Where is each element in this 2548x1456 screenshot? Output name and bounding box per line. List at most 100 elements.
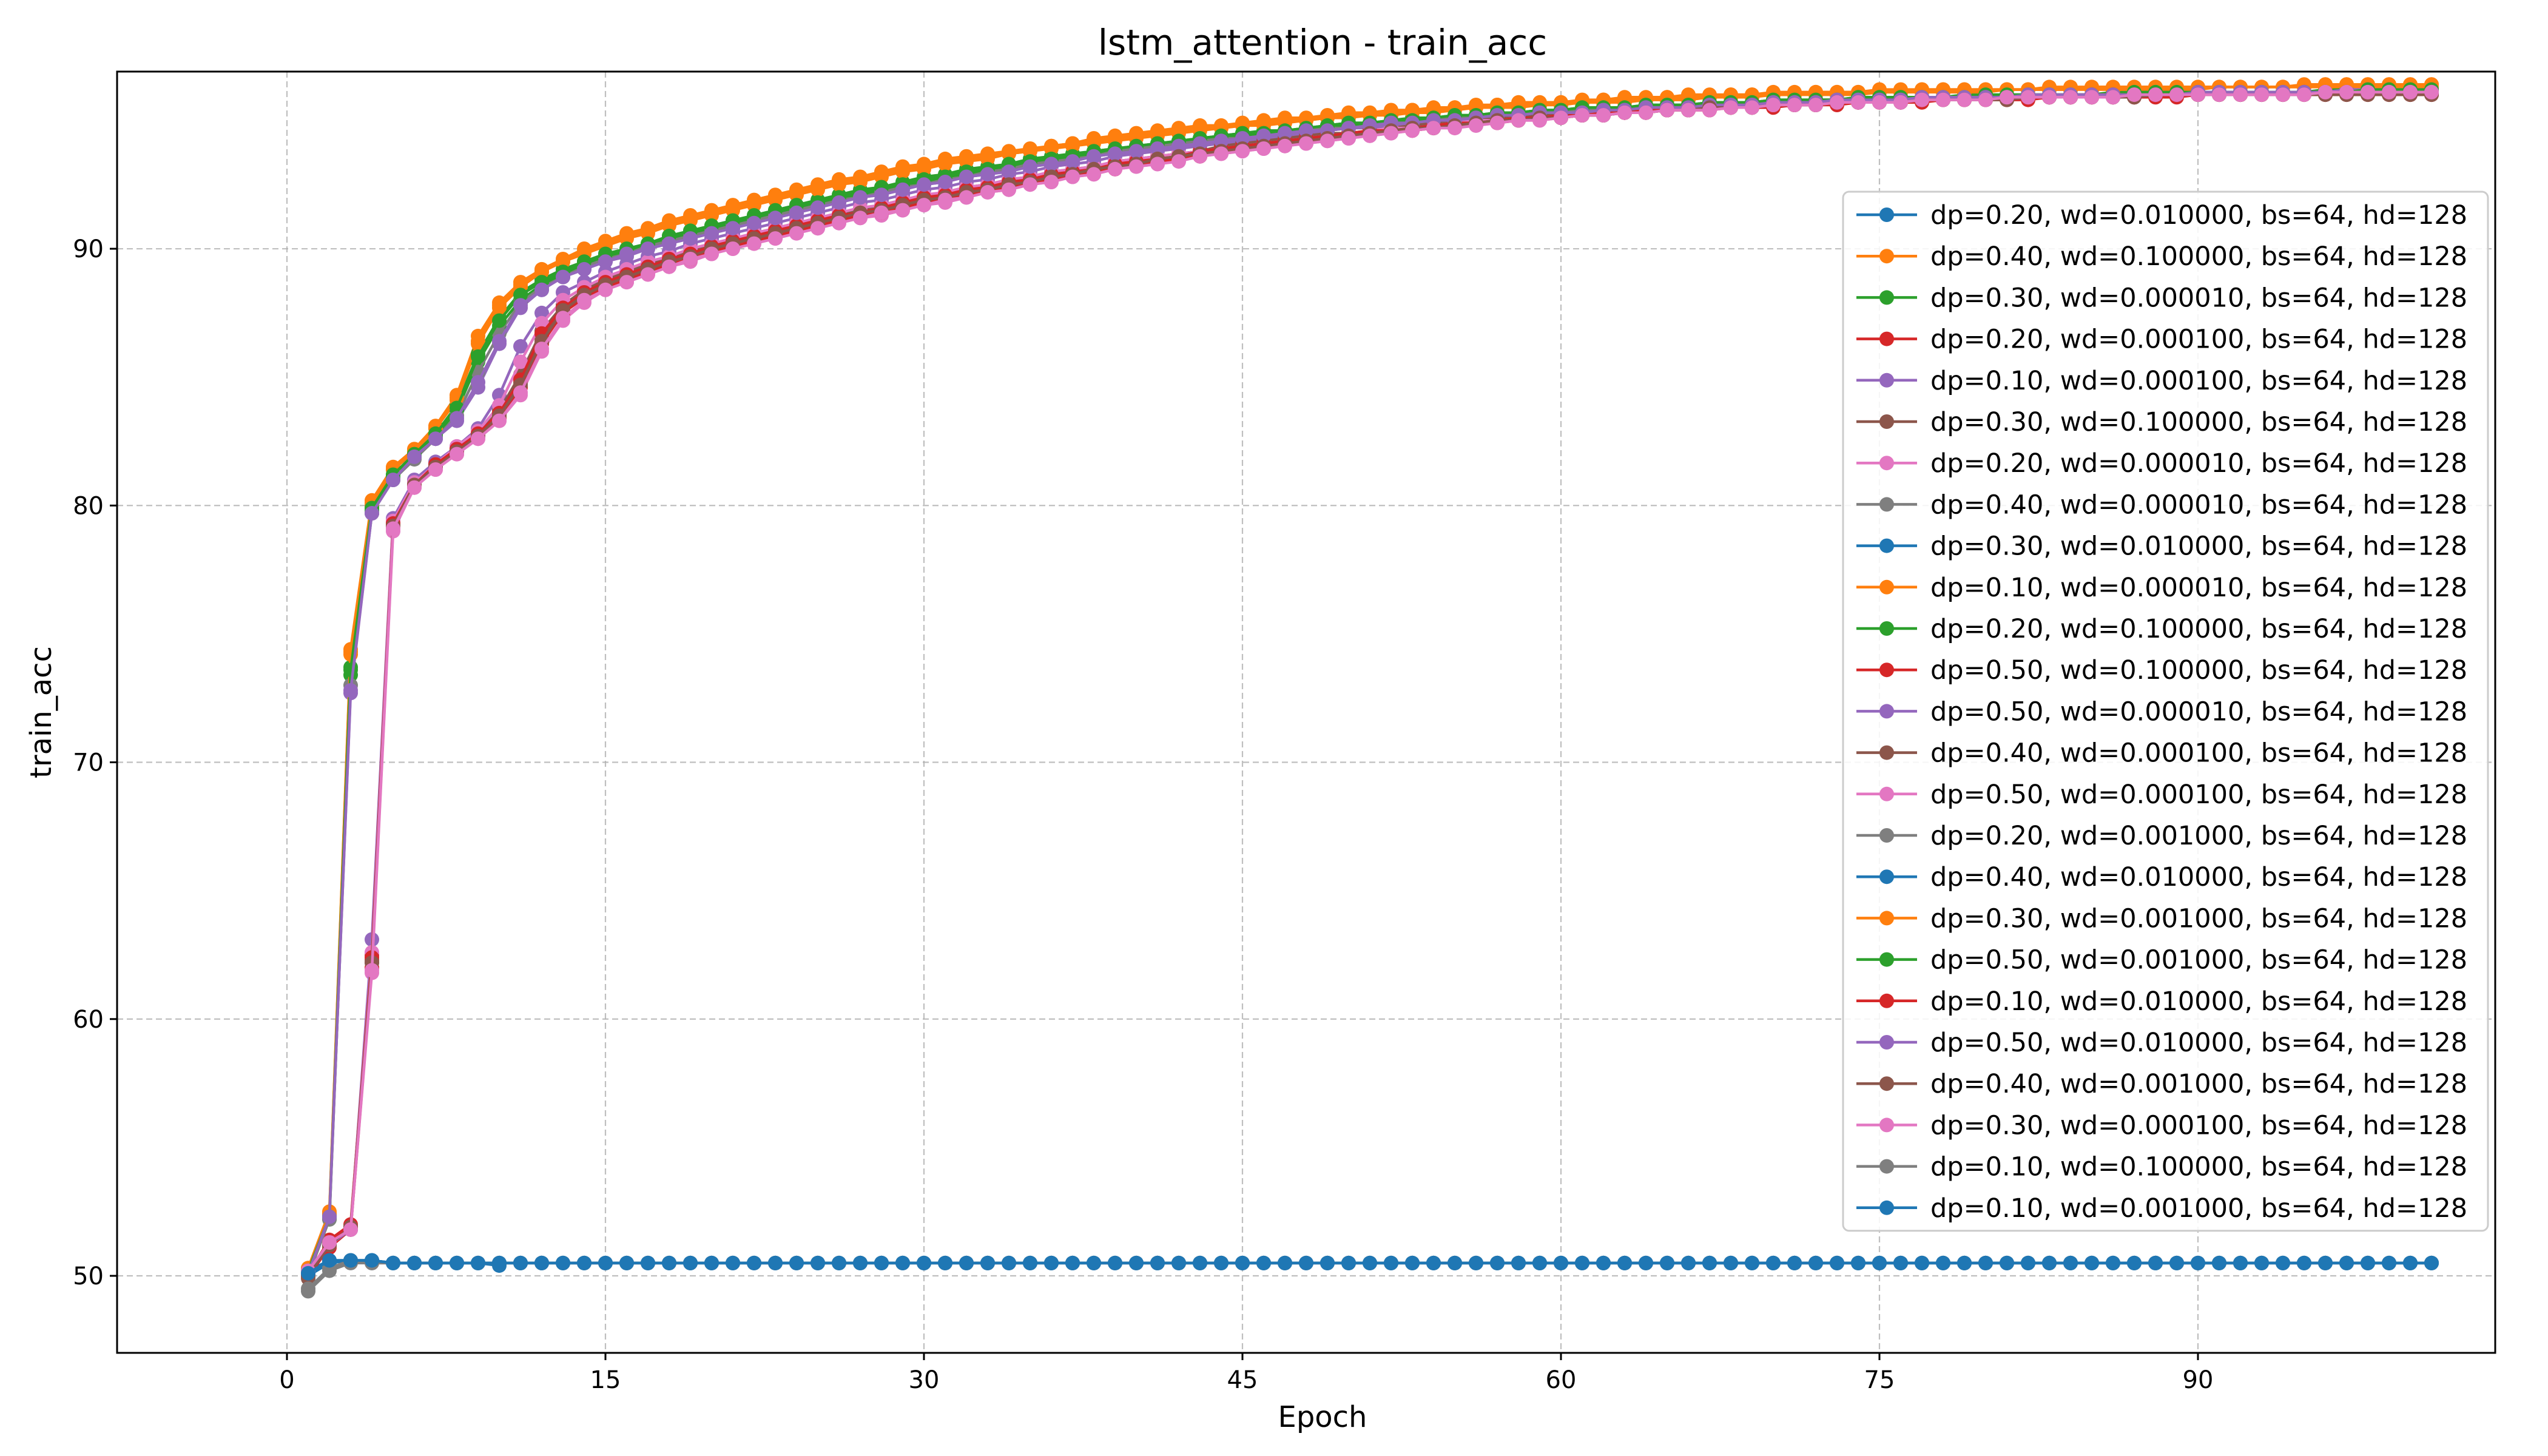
data-point [2042,90,2057,105]
data-point [2403,84,2418,99]
data-point [1893,1255,1908,1270]
data-point [1087,167,1101,182]
data-point [534,305,549,320]
data-point [1278,113,1292,128]
legend-label: dp=0.50, wd=0.100000, bs=64, hd=128 [1930,655,2467,686]
data-point [1596,1255,1611,1270]
data-point [1554,1255,1568,1270]
data-point [959,190,974,205]
legend-label: dp=0.40, wd=0.100000, bs=64, hd=128 [1930,241,2467,272]
legend-label: dp=0.20, wd=0.100000, bs=64, hd=128 [1930,614,2467,644]
data-point [768,190,783,205]
data-point [577,261,592,277]
legend-item: dp=0.50, wd=0.000010, bs=64, hd=128 [1856,696,2467,727]
legend-item: dp=0.20, wd=0.001000, bs=64, hd=128 [1856,821,2467,851]
data-point [1044,1255,1059,1270]
legend-label: dp=0.20, wd=0.001000, bs=64, hd=128 [1930,821,2467,851]
data-point [386,521,400,536]
data-point [619,275,634,290]
data-point [1193,136,1207,151]
data-point [789,226,804,241]
data-point [1511,113,1526,128]
data-point [1278,1255,1292,1270]
data-point [513,1255,528,1270]
data-point [2212,1255,2226,1270]
data-point [1384,1255,1398,1270]
data-point [917,198,931,213]
data-point [1256,141,1271,156]
data-point [1532,113,1547,128]
data-point [1235,131,1250,146]
legend-item: dp=0.40, wd=0.100000, bs=64, hd=128 [1856,241,2467,272]
data-point [980,1255,995,1270]
data-point [343,683,358,698]
legend-label: dp=0.50, wd=0.000100, bs=64, hd=128 [1930,780,2467,810]
data-point [1214,1255,1228,1270]
data-point [704,1255,719,1270]
data-point [450,1255,464,1270]
data-point [683,231,698,246]
data-point [407,480,422,495]
legend-marker [1879,704,1894,719]
data-point [2021,1255,2035,1270]
plot-frame [116,70,2496,1354]
data-point [2297,1255,2311,1270]
data-point [2361,84,2375,99]
x-tick-label: 60 [1546,1366,1577,1394]
legend-marker [1879,911,1894,926]
legend-item: dp=0.10, wd=0.100000, bs=64, hd=128 [1856,1152,2467,1182]
legend-item: dp=0.30, wd=0.000010, bs=64, hd=128 [1856,283,2467,313]
legend-marker [1879,249,1894,264]
data-point [1087,1255,1101,1270]
data-point [619,228,634,243]
data-point [513,354,528,369]
legend: dp=0.20, wd=0.010000, bs=64, hd=128 dp=0.… [1842,190,2489,1232]
data-point [1193,149,1207,164]
data-point [874,1255,889,1270]
data-point [2085,90,2099,105]
data-point [747,195,761,210]
legend-marker [1879,331,1894,346]
data-point [1044,157,1059,172]
data-point [450,411,464,426]
data-point [980,149,995,164]
legend-label: dp=0.20, wd=0.010000, bs=64, hd=128 [1930,200,2467,231]
data-point [641,1255,655,1270]
data-point [683,1255,698,1270]
data-point [1639,1255,1653,1270]
data-point [1256,115,1271,130]
legend-item: dp=0.30, wd=0.001000, bs=64, hd=128 [1856,903,2467,934]
data-point [832,195,846,210]
data-point [980,184,995,200]
data-point [2000,90,2014,105]
legend-marker [1879,952,1894,967]
data-point [619,1255,634,1270]
data-point [534,315,549,331]
data-point [534,265,549,280]
legend-marker [1879,372,1894,388]
data-point [1745,100,1759,115]
legend-label: dp=0.30, wd=0.010000, bs=64, hd=128 [1930,531,2467,562]
data-point [365,963,379,978]
legend-label: dp=0.10, wd=0.010000, bs=64, hd=128 [1930,986,2467,1017]
data-point [513,385,528,400]
data-point [726,1255,740,1270]
data-point [1023,1255,1037,1270]
data-point [1023,144,1037,159]
legend-label: dp=0.30, wd=0.001000, bs=64, hd=128 [1930,903,2467,934]
data-point [1108,131,1122,146]
data-point [1299,1255,1313,1270]
data-point [768,211,783,226]
data-point [789,1255,804,1270]
data-point [556,254,570,269]
data-point [1978,92,1993,107]
data-point [1002,1255,1016,1270]
data-point [641,267,655,282]
data-point [726,200,740,215]
data-point [1766,1255,1781,1270]
data-point [1851,1255,1866,1270]
legend-label: dp=0.20, wd=0.000010, bs=64, hd=128 [1930,448,2467,479]
data-point [1893,95,1908,110]
data-point [2000,1255,2014,1270]
data-point [895,203,910,218]
